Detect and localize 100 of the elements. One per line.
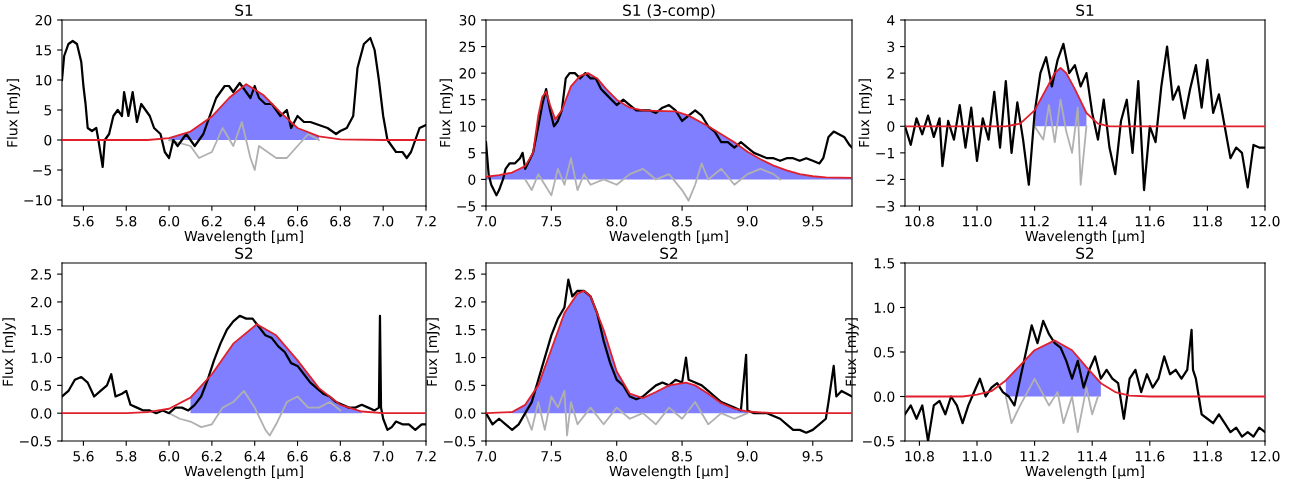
y-tick-label: 2.0 — [31, 296, 52, 308]
y-tick-label: 0.5 — [455, 380, 476, 391]
y-tick-label: 15 — [460, 94, 476, 106]
y-tick-label: 0 — [887, 121, 895, 132]
y-tick-label: −3 — [876, 200, 895, 212]
x-tick-label: 5.8 — [116, 450, 137, 462]
y-tick-label: 20 — [459, 68, 476, 79]
line-series — [168, 121, 320, 171]
x-tick-label: 6.4 — [244, 450, 265, 462]
x-tick-label: 11.8 — [1193, 215, 1222, 227]
x-tick-label: 9.5 — [802, 215, 823, 227]
y-axis-title: Flux [mJy] — [845, 318, 859, 386]
x-tick-label: 9.0 — [737, 450, 758, 462]
x-tick-label: 7.0 — [476, 450, 497, 462]
chart-title: S1 — [235, 4, 253, 17]
x-tick-label: 9.5 — [802, 450, 823, 462]
y-tick-label: −5 — [457, 201, 476, 212]
x-tick-label: 5.6 — [73, 450, 94, 462]
x-tick-label: 11.0 — [963, 450, 992, 462]
line-series — [524, 390, 749, 437]
y-tick-label: 0.5 — [874, 346, 895, 358]
y-tick-label: 1.5 — [455, 324, 476, 336]
y-tick-label: 10 — [36, 74, 52, 86]
line-series — [905, 339, 1265, 398]
y-axis-title: Flux [mJy] — [6, 79, 21, 147]
x-tick-label: 11.6 — [1135, 215, 1165, 227]
x-tick-label: 7.5 — [541, 216, 562, 227]
chart-title: S1 — [1076, 4, 1094, 17]
y-axis-title: Flux [mJy] — [439, 79, 454, 147]
y-tick-label: 1.0 — [31, 352, 52, 364]
chart-title: S2 — [1076, 247, 1094, 260]
x-axis-title: Wavelength [μm] — [184, 230, 303, 244]
y-tick-label: −5 — [33, 165, 52, 176]
x-tick-label: 6.6 — [287, 450, 308, 462]
x-tick-label: 8.5 — [671, 450, 692, 462]
x-tick-label: 6.8 — [330, 450, 351, 462]
x-tick-label: 7.0 — [373, 215, 394, 227]
x-tick-label: 5.6 — [73, 215, 94, 227]
x-tick-label: 7.2 — [416, 215, 436, 227]
x-tick-label: 10.8 — [905, 215, 934, 227]
x-tick-label: 7.2 — [416, 450, 436, 462]
x-tick-label: 8.5 — [671, 215, 692, 227]
y-tick-label: 2.0 — [455, 296, 476, 308]
x-tick-label: 10.8 — [905, 450, 934, 462]
y-tick-label: −10 — [24, 194, 52, 206]
x-axis-title: Wavelength [μm] — [609, 465, 728, 479]
y-tick-label: 1.0 — [874, 302, 895, 313]
y-tick-label: 0 — [468, 174, 476, 185]
x-axis-title: Wavelength [μm] — [1025, 230, 1144, 244]
y-tick-label: 0.5 — [31, 380, 52, 391]
y-tick-label: −0.5 — [444, 435, 476, 447]
y-tick-label: 2.5 — [455, 269, 476, 280]
y-tick-label: −0.5 — [20, 435, 52, 447]
y-tick-label: 3 — [887, 41, 895, 53]
x-tick-label: 11.2 — [1020, 215, 1049, 227]
x-tick-label: 12.0 — [1251, 450, 1280, 462]
x-tick-label: 6.4 — [244, 215, 265, 227]
y-tick-label: 0.0 — [455, 408, 476, 419]
x-tick-label: 11.8 — [1193, 450, 1222, 462]
chart-title: S2 — [660, 247, 678, 260]
x-tick-label: 11.4 — [1078, 451, 1107, 462]
line-series — [524, 157, 782, 202]
y-tick-label: 15 — [36, 45, 52, 56]
x-tick-label: 6.0 — [158, 215, 180, 227]
x-axis-title: Wavelength [μm] — [1025, 465, 1144, 479]
line-series — [62, 83, 426, 141]
y-tick-label: 1.0 — [455, 352, 476, 364]
y-tick-label: 5 — [44, 105, 52, 116]
x-tick-label: 7.0 — [373, 450, 394, 462]
x-tick-label: 11.6 — [1135, 450, 1165, 462]
x-tick-label: 5.8 — [116, 215, 137, 227]
y-tick-label: −0.5 — [863, 435, 895, 447]
y-tick-label: 1.5 — [874, 258, 895, 269]
y-tick-label: −2 — [876, 174, 894, 185]
x-tick-label: 7.0 — [476, 215, 497, 227]
y-tick-label: 0 — [44, 134, 52, 146]
line-series — [1004, 377, 1099, 434]
x-tick-label: 8.0 — [606, 450, 627, 462]
x-tick-label: 6.8 — [330, 215, 351, 227]
x-tick-label: 9.0 — [737, 215, 758, 227]
y-tick-label: 1 — [887, 94, 894, 105]
chart-title: S2 — [235, 247, 253, 260]
line-series — [1033, 98, 1088, 186]
x-tick-label: 7.5 — [541, 451, 562, 462]
x-tick-label: 11.4 — [1078, 216, 1107, 227]
y-tick-label: 1.5 — [31, 324, 52, 336]
line-series — [62, 323, 426, 415]
y-tick-label: 4 — [887, 15, 895, 26]
x-tick-label: 8.0 — [606, 215, 627, 227]
y-tick-label: 30 — [459, 14, 476, 26]
x-tick-label: 6.2 — [201, 215, 222, 227]
y-axis-title: Flux [mJy] — [2, 318, 16, 386]
x-tick-label: 11.0 — [963, 215, 992, 227]
y-axis-title: Flux [mJy] — [426, 318, 440, 386]
line-series — [168, 390, 342, 437]
x-axis-title: Wavelength [μm] — [184, 465, 303, 479]
y-tick-label: −1 — [876, 148, 894, 159]
y-axis-title: Flux [mJy] — [858, 79, 873, 147]
y-tick-label: 2 — [887, 68, 894, 79]
y-tick-label: 25 — [459, 41, 476, 53]
